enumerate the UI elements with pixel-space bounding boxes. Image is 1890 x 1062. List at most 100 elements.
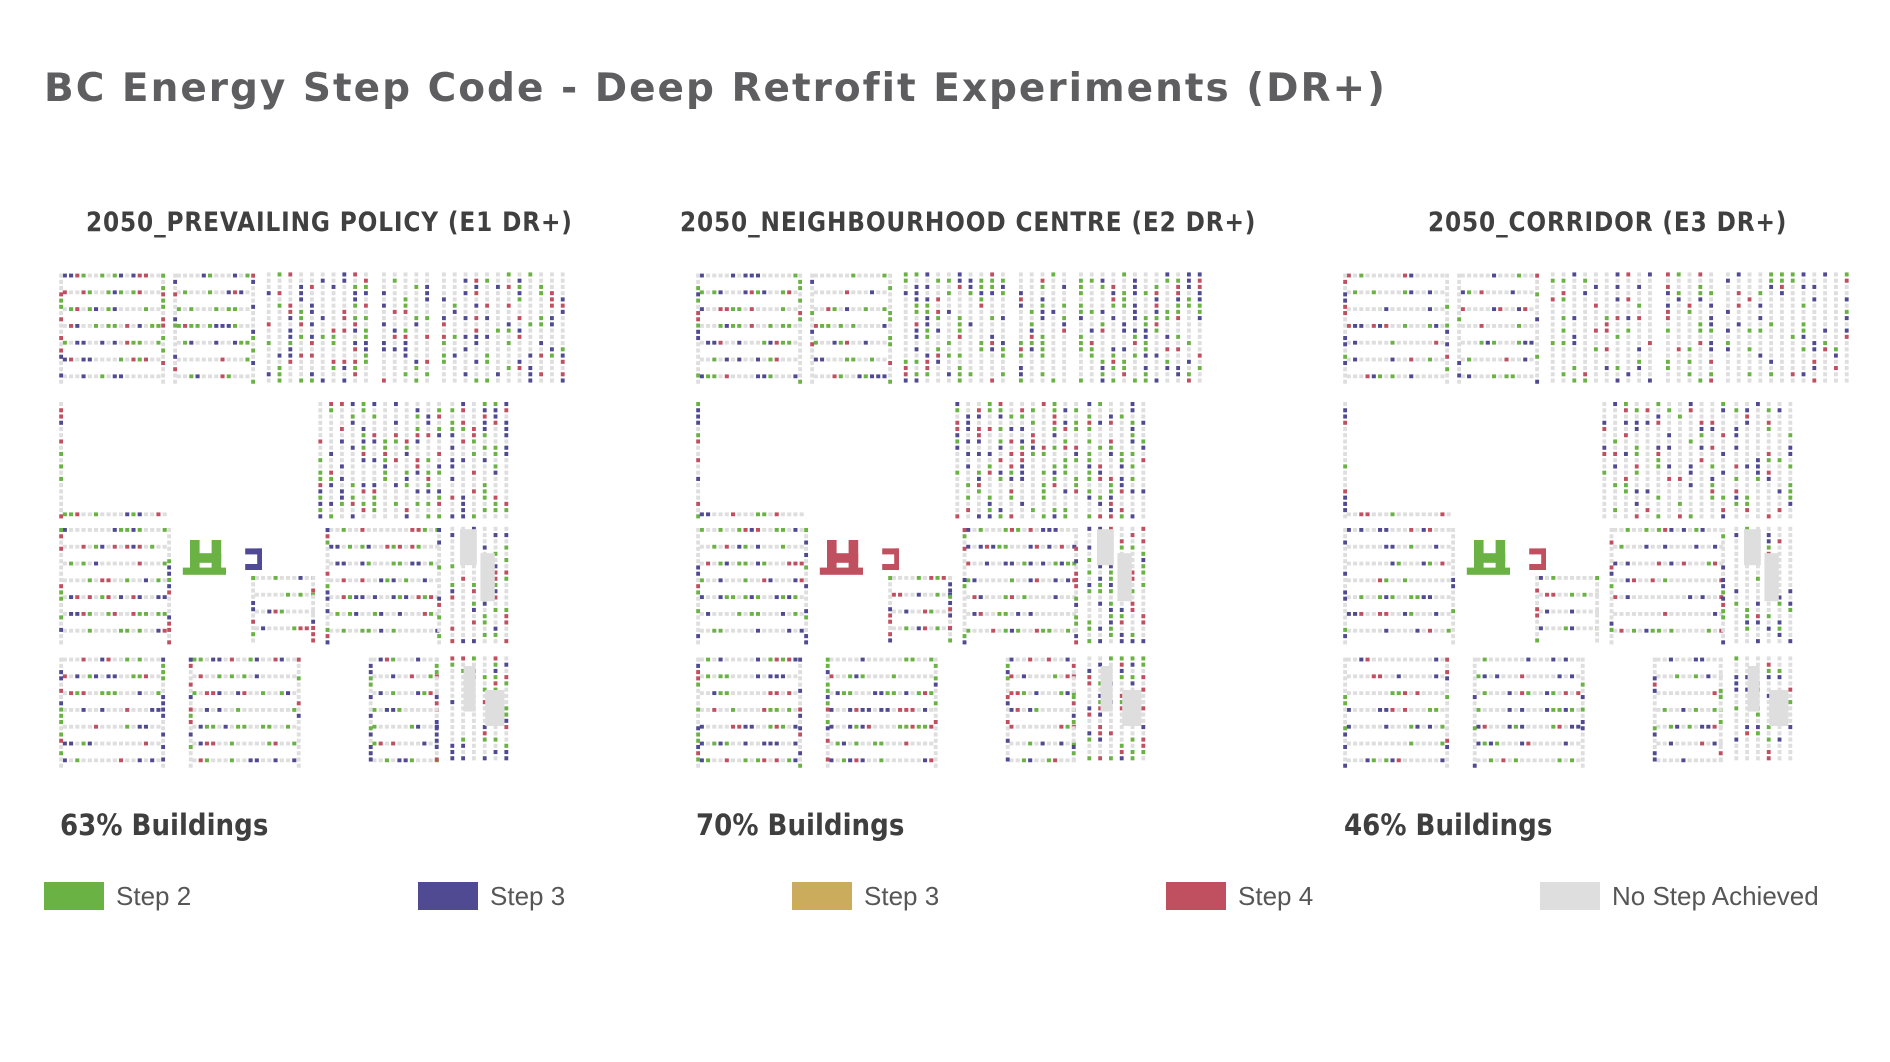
building-parcel [1550, 303, 1555, 308]
building-parcel [1009, 433, 1014, 438]
building-parcel [1009, 476, 1014, 481]
building-parcel [972, 561, 977, 566]
building-parcel [504, 451, 509, 456]
building-parcel [385, 628, 390, 633]
building-parcel [87, 357, 92, 362]
building-parcel [450, 495, 455, 500]
building-parcel [798, 367, 803, 372]
building-parcel [137, 324, 142, 328]
building-parcel [793, 561, 798, 566]
building-parcel [485, 278, 490, 283]
building-parcel [59, 367, 64, 372]
building-parcel [1572, 353, 1577, 358]
building-parcel [286, 592, 291, 597]
building-parcel [841, 724, 846, 729]
building-parcel [383, 420, 388, 425]
building-parcel [1583, 372, 1588, 377]
building-parcel [1029, 334, 1034, 339]
building-parcel [452, 378, 457, 383]
building-parcel [368, 713, 373, 718]
building-parcel [100, 674, 105, 679]
building-parcel [450, 589, 455, 594]
building-parcel [404, 489, 409, 494]
building-parcel [1747, 334, 1752, 339]
building-parcel [1111, 316, 1116, 321]
building-parcel [188, 744, 193, 750]
building-parcel [472, 601, 476, 606]
building-parcel [1130, 470, 1135, 475]
building-parcel [62, 691, 67, 696]
building-parcel [474, 309, 479, 314]
building-parcel [979, 328, 984, 333]
building-parcel [1047, 544, 1052, 549]
building-parcel [1343, 373, 1348, 378]
building-parcel [517, 272, 522, 277]
building-parcel [273, 691, 278, 696]
building-parcel [854, 691, 859, 696]
building-parcel [718, 340, 723, 345]
building-parcel [768, 290, 773, 295]
building-parcel [948, 588, 953, 593]
building-parcel [749, 628, 754, 633]
building-parcel [774, 273, 779, 278]
building-parcel [299, 378, 304, 383]
building-parcel [112, 340, 117, 345]
building-parcel [851, 374, 856, 379]
building-parcel [383, 476, 388, 481]
building-parcel [1119, 501, 1124, 506]
building-parcel [461, 595, 466, 600]
building-parcel [1726, 322, 1730, 327]
building-parcel [762, 324, 767, 328]
building-parcel [696, 738, 701, 743]
building-parcel [188, 757, 193, 762]
building-parcel [743, 561, 748, 566]
building-parcel [1009, 408, 1014, 413]
building-parcel [1801, 272, 1806, 277]
building-parcel [929, 708, 934, 712]
building-parcel [350, 508, 355, 513]
building-parcel [340, 489, 344, 494]
building-parcel [1473, 273, 1478, 278]
building-parcel [835, 724, 840, 729]
building-parcel [539, 353, 544, 358]
building-parcel [59, 470, 64, 475]
building-parcel [143, 512, 148, 517]
building-parcel [966, 433, 971, 438]
building-parcel [1087, 551, 1092, 556]
building-parcel [1516, 357, 1522, 362]
building-parcel [990, 303, 995, 308]
building-parcel [1583, 359, 1588, 364]
building-parcel [968, 272, 973, 277]
building-parcel [1197, 297, 1202, 302]
building-parcel [361, 470, 366, 475]
building-parcel [1109, 756, 1113, 761]
building-parcel [496, 378, 500, 383]
building-parcel [59, 514, 64, 519]
building-parcel [1053, 741, 1058, 746]
building-parcel [472, 414, 476, 419]
building-parcel [1572, 303, 1577, 308]
building-parcel [143, 528, 148, 532]
building-parcel [442, 347, 446, 352]
building-parcel [340, 514, 344, 519]
building-parcel [242, 758, 247, 763]
building-parcel [696, 552, 701, 558]
building-parcel [226, 374, 231, 379]
building-parcel [310, 609, 316, 614]
building-parcel [1087, 514, 1092, 519]
building-parcel [528, 322, 533, 327]
building-parcel [1098, 470, 1103, 475]
building-parcel [341, 528, 346, 532]
building-parcel [841, 758, 846, 763]
building-parcel [798, 732, 803, 737]
building-parcel [1165, 272, 1170, 277]
building-parcel [1154, 316, 1159, 321]
building-parcel [59, 682, 64, 687]
building-parcel [261, 758, 266, 763]
building-parcel [972, 595, 977, 600]
building-parcel [706, 724, 711, 729]
building-parcel [379, 578, 384, 583]
building-parcel [394, 439, 398, 444]
building-parcel [1676, 297, 1681, 302]
building-parcel [712, 340, 717, 345]
